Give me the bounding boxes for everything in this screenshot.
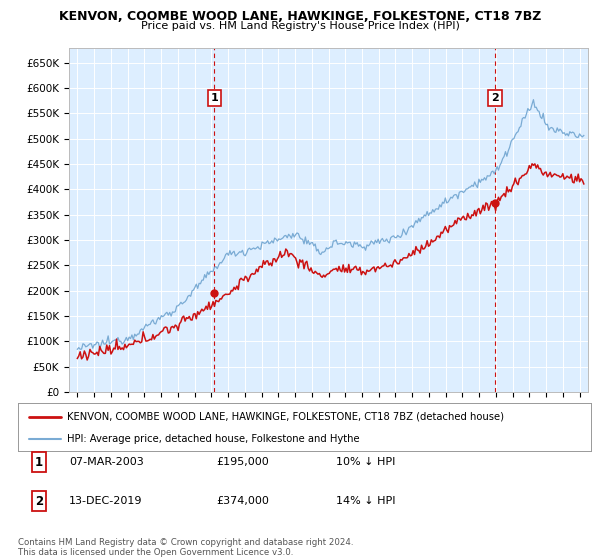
Text: 14% ↓ HPI: 14% ↓ HPI <box>336 496 395 506</box>
Text: 2: 2 <box>491 94 499 103</box>
Text: 1: 1 <box>211 94 218 103</box>
Text: KENVON, COOMBE WOOD LANE, HAWKINGE, FOLKESTONE, CT18 7BZ: KENVON, COOMBE WOOD LANE, HAWKINGE, FOLK… <box>59 10 541 23</box>
Text: Contains HM Land Registry data © Crown copyright and database right 2024.
This d: Contains HM Land Registry data © Crown c… <box>18 538 353 557</box>
Text: Price paid vs. HM Land Registry's House Price Index (HPI): Price paid vs. HM Land Registry's House … <box>140 21 460 31</box>
Text: HPI: Average price, detached house, Folkestone and Hythe: HPI: Average price, detached house, Folk… <box>67 434 359 444</box>
Text: 1: 1 <box>35 455 43 469</box>
Text: KENVON, COOMBE WOOD LANE, HAWKINGE, FOLKESTONE, CT18 7BZ (detached house): KENVON, COOMBE WOOD LANE, HAWKINGE, FOLK… <box>67 412 504 422</box>
Text: 07-MAR-2003: 07-MAR-2003 <box>69 457 144 467</box>
Text: £374,000: £374,000 <box>216 496 269 506</box>
Text: 10% ↓ HPI: 10% ↓ HPI <box>336 457 395 467</box>
Text: £195,000: £195,000 <box>216 457 269 467</box>
Text: 2: 2 <box>35 494 43 508</box>
Text: 13-DEC-2019: 13-DEC-2019 <box>69 496 143 506</box>
